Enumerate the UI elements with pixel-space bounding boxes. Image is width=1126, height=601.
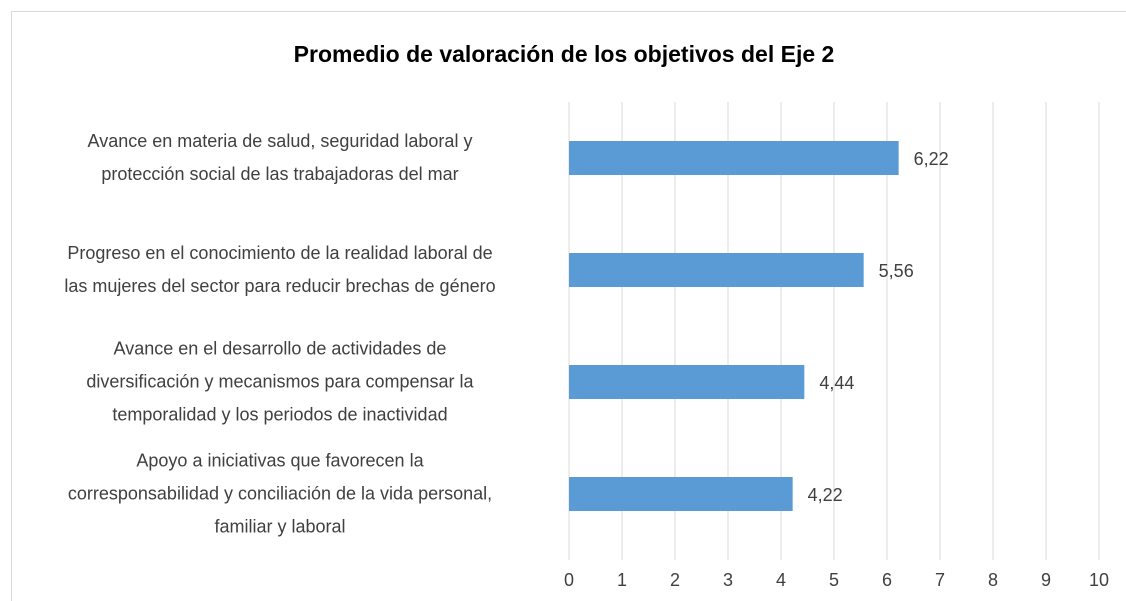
bar [569, 253, 864, 287]
y-tick-label: Avance en el desarrollo de actividades d… [86, 338, 474, 425]
y-tick-label: Progreso en el conocimiento de la realid… [64, 243, 496, 296]
value-label: 6,22 [914, 149, 949, 169]
x-tick-label: 3 [723, 570, 733, 590]
bar [569, 365, 805, 399]
x-tick-label: 0 [564, 570, 574, 590]
bar [569, 141, 899, 175]
value-label: 4,44 [819, 373, 854, 393]
x-tick-label: 4 [776, 570, 786, 590]
x-tick-label: 2 [670, 570, 680, 590]
y-tick-label: Apoyo a iniciativas que favorecen la cor… [67, 450, 493, 537]
x-tick-label: 9 [1041, 570, 1051, 590]
value-label: 5,56 [879, 261, 914, 281]
x-tick-label: 1 [617, 570, 627, 590]
x-tick-label: 6 [882, 570, 892, 590]
x-tick-label: 5 [829, 570, 839, 590]
x-tick-label: 7 [935, 570, 945, 590]
x-tick-label: 8 [988, 570, 998, 590]
x-tick-label: 10 [1089, 570, 1109, 590]
chart-title: Promedio de valoración de los objetivos … [294, 41, 835, 67]
value-label: 4,22 [808, 485, 843, 505]
bar [569, 477, 793, 511]
y-tick-label: Avance en materia de salud, seguridad la… [87, 131, 473, 184]
chart-border [11, 11, 1126, 601]
